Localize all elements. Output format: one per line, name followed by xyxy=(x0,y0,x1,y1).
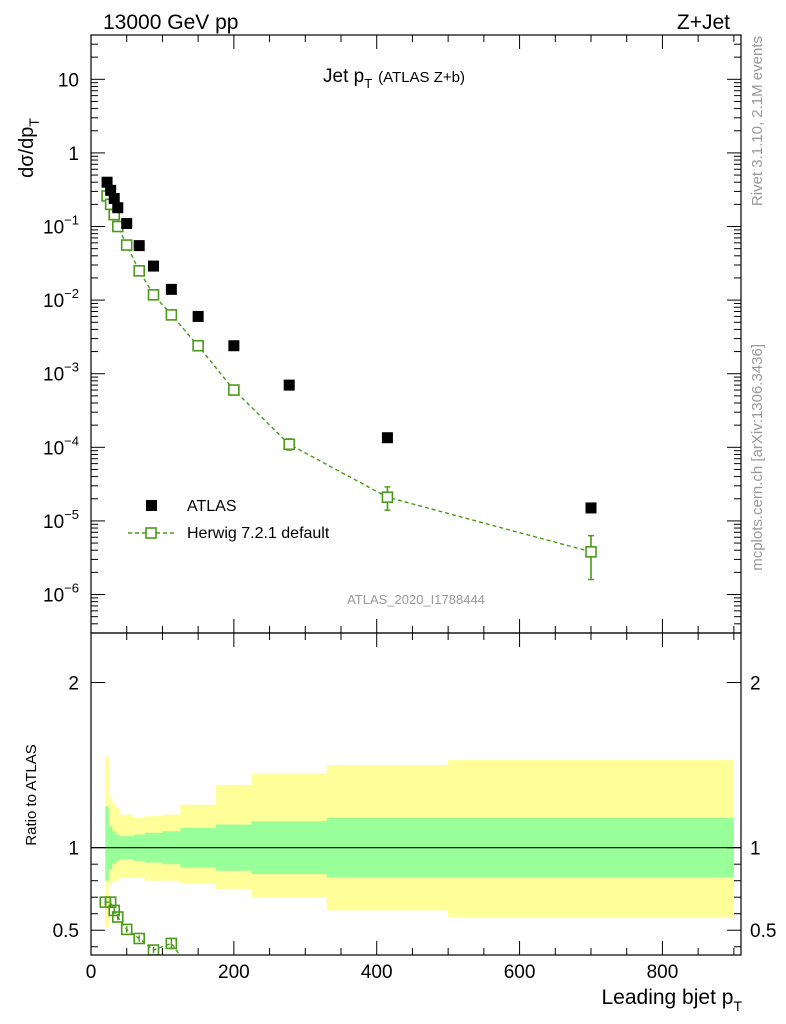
analysis-watermark: ATLAS_2020_I1788444 xyxy=(347,592,485,607)
ratio-y-tick-label-right: 1 xyxy=(750,839,761,860)
atlas-point xyxy=(585,502,597,514)
main-x-ticks xyxy=(90,35,735,633)
main-y-tick-label-base: 10 xyxy=(43,586,64,607)
ratio-y-tick-label-right: 2 xyxy=(750,674,761,695)
ratio-x-ticks: 0 200 400 600 800 xyxy=(86,633,735,983)
main-y-axis-label-sub: T xyxy=(26,118,42,127)
main-y-tick-label-exponent: −3 xyxy=(64,360,79,375)
main-y-tick-label-exponent: −1 xyxy=(64,213,79,228)
x-tick-label: 800 xyxy=(647,962,679,983)
ratio-series-group xyxy=(99,896,181,955)
x-axis-label-sub: T xyxy=(733,998,742,1014)
ratio-panel-frame xyxy=(90,632,742,956)
herwig-point xyxy=(283,438,296,451)
main-y-tick-label-exponent: −2 xyxy=(64,286,79,301)
plot-title: Jet pT (ATLAS Z+b) xyxy=(323,66,465,91)
main-y-tick-label-base: 10 xyxy=(43,218,64,239)
legend-herwig-marker xyxy=(145,527,157,539)
legend-herwig-label: Herwig 7.2.1 default xyxy=(187,525,330,542)
x-tick-label: 400 xyxy=(361,962,393,983)
ratio-y-tick-label: 2 xyxy=(68,674,79,695)
atlas-point xyxy=(192,310,204,322)
x-tick-label: 600 xyxy=(504,962,536,983)
mcplots-label: mcplots.cern.ch [arXiv:1306.3436] xyxy=(749,344,766,571)
main-y-tick-label: 1 xyxy=(68,144,79,165)
main-y-tick-label: 10−1 xyxy=(43,213,79,239)
main-y-tick-label-exponent: −4 xyxy=(64,433,79,448)
atlas-point xyxy=(228,340,240,352)
ratio-herwig-point xyxy=(108,904,121,917)
ratio-y-tick-label-right: 0.5 xyxy=(750,921,776,942)
ratio-herwig-point xyxy=(133,932,146,945)
ratio-plot-area xyxy=(91,756,741,955)
herwig-point xyxy=(228,384,240,396)
plot-title-sub: T xyxy=(364,76,372,91)
legend-atlas-marker xyxy=(146,500,157,511)
atlas-point xyxy=(381,432,393,444)
atlas-point xyxy=(108,193,120,205)
atlas-point xyxy=(112,202,124,214)
main-y-tick-label-base: 10 xyxy=(43,512,64,533)
atlas-point xyxy=(133,240,145,252)
main-plot-area xyxy=(101,176,597,581)
herwig-point xyxy=(133,265,146,277)
atlas-point xyxy=(165,283,177,295)
ratio-herwig-point xyxy=(111,911,124,923)
plot-title-main: Jet p xyxy=(323,66,364,87)
header-energy-label: 13000 GeV pp xyxy=(103,11,238,34)
ratio-y-tick-label: 0.5 xyxy=(53,921,79,942)
main-y-tick-label-base: 10 xyxy=(43,291,64,312)
main-y-tick-label-base: 10 xyxy=(43,438,64,459)
plot-title-note: (ATLAS Z+b) xyxy=(378,69,465,86)
herwig-line xyxy=(106,195,592,553)
ratio-herwig-point xyxy=(147,944,160,955)
herwig-point xyxy=(585,546,597,558)
statistical-uncertainty-band xyxy=(105,806,734,881)
ratio-panel: 0.5 0.51 12 2 0 200 400 600 800 Ratio to ATLAS … xyxy=(23,632,776,1014)
ratio-y-tick-label: 1 xyxy=(68,839,79,860)
main-y-tick-label: 10−5 xyxy=(43,507,79,533)
atlas-point xyxy=(148,260,159,272)
x-axis-label-main: Leading bjet p xyxy=(601,986,733,1009)
herwig-point xyxy=(381,491,394,503)
main-y-tick-label: 10−2 xyxy=(43,286,79,312)
atlas-point xyxy=(121,217,133,229)
rivet-version-label: Rivet 3.1.10, 2.1M events xyxy=(749,36,766,206)
x-tick-label: 0 xyxy=(86,962,97,983)
atlas-point xyxy=(105,184,117,196)
main-y-tick-label: 10−3 xyxy=(43,360,79,386)
ratio-y-ticks: 0.5 0.5 1 1 2 2 xyxy=(53,674,776,948)
atlas-point xyxy=(283,379,295,391)
ratio-y-axis-label: Ratio to ATLAS xyxy=(23,744,40,845)
x-tick-label: 200 xyxy=(218,962,250,983)
ratio-herwig-point xyxy=(120,923,133,936)
header-process-label: Z+Jet xyxy=(677,11,730,34)
main-y-tick-label-base: 10 xyxy=(43,365,64,386)
main-y-tick-label: 10−6 xyxy=(43,581,79,607)
atlas-point xyxy=(101,176,113,188)
main-y-axis-label: dσ/dpT xyxy=(16,118,42,178)
main-y-tick-label: 10−4 xyxy=(43,433,79,459)
legend: ATLAS Herwig 7.2.1 default xyxy=(128,498,330,542)
main-y-axis-label-main: dσ/dp xyxy=(16,127,38,178)
herwig-point xyxy=(192,339,204,352)
legend-atlas-label: ATLAS xyxy=(187,498,237,515)
main-y-tick-label-exponent: −6 xyxy=(64,581,79,596)
main-y-tick-label-exponent: −5 xyxy=(64,507,79,522)
herwig-point xyxy=(165,309,178,321)
main-y-tick-label-base: 10 xyxy=(58,70,79,91)
main-y-tick-label: 10 xyxy=(58,70,79,91)
main-y-tick-label-base: 1 xyxy=(68,144,79,165)
herwig-point xyxy=(120,239,133,251)
ratio-herwig-point xyxy=(104,896,117,908)
ratio-herwig-point xyxy=(165,937,178,950)
x-axis-label: Leading bjet pT xyxy=(601,986,742,1014)
herwig-point xyxy=(147,289,160,301)
